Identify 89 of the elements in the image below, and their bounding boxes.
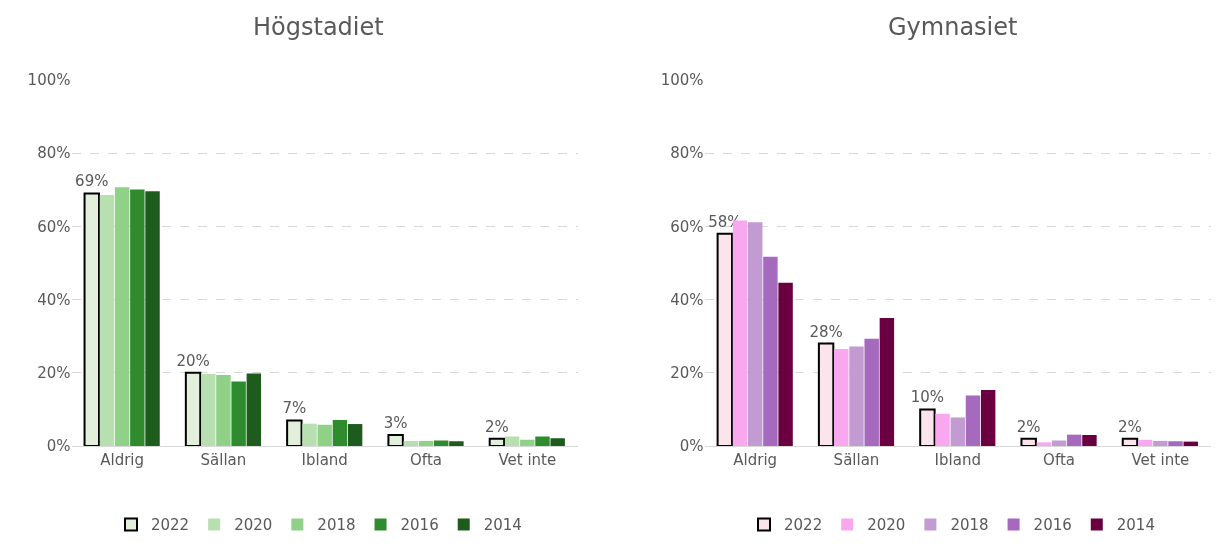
- bar: [919, 408, 936, 446]
- legend-label: 2014: [483, 516, 522, 535]
- bar: [488, 437, 506, 446]
- y-tick-label: 0%: [679, 437, 704, 456]
- data-label: 7%: [282, 399, 307, 418]
- bar: [965, 395, 981, 446]
- data-label: 28%: [809, 322, 843, 341]
- x-tick-label: Ofta: [410, 451, 442, 469]
- bar: [504, 436, 520, 446]
- bar: [332, 420, 348, 446]
- bar: [83, 192, 100, 446]
- y-tick-label: 0%: [46, 437, 71, 456]
- legend-label: 2016: [400, 516, 439, 535]
- x-tick-label: Sällan: [833, 451, 880, 469]
- bar: [535, 436, 550, 446]
- bar: [864, 338, 879, 446]
- data-label: 20%: [176, 351, 210, 370]
- legend-label: 2018: [950, 516, 989, 535]
- y-tick-label: 40%: [37, 290, 71, 309]
- bar: [99, 194, 115, 446]
- y-tick-label: 80%: [37, 144, 71, 163]
- data-label: 10%: [910, 388, 945, 407]
- legend-label: 2022: [784, 516, 823, 535]
- chart-title: Högstadiet: [253, 13, 384, 41]
- bar: [317, 424, 332, 446]
- x-tick-label: Ofta: [1043, 451, 1076, 469]
- bar: [216, 375, 231, 446]
- x-tick-label: Aldrig: [100, 451, 145, 469]
- bar: [387, 434, 404, 446]
- data-label: 2%: [485, 417, 509, 436]
- bar: [302, 423, 317, 446]
- data-label: 69%: [75, 172, 109, 191]
- y-tick-label: 20%: [670, 364, 704, 383]
- bar: [980, 390, 996, 446]
- bar: [1168, 441, 1183, 446]
- bar: [1067, 434, 1082, 446]
- bar: [449, 441, 464, 446]
- bar: [716, 232, 734, 446]
- data-label: 2%: [1118, 417, 1142, 436]
- legend-label: 2014: [1116, 516, 1155, 535]
- y-tick-label: 40%: [670, 290, 704, 309]
- x-tick-label: Ibland: [301, 451, 348, 469]
- x-tick-label: Vet inte: [498, 451, 557, 469]
- bar: [520, 439, 535, 446]
- x-tick-label: Vet inte: [1131, 451, 1190, 469]
- legend-label: 2022: [150, 516, 190, 535]
- bar: [403, 440, 419, 446]
- bar: [418, 440, 434, 446]
- legend-label: 2018: [317, 516, 356, 535]
- x-tick-label: Sällan: [200, 451, 247, 469]
- y-tick-label: 100%: [660, 71, 704, 90]
- bar: [1137, 439, 1153, 446]
- x-tick-label: Ibland: [934, 451, 981, 469]
- bar: [1020, 437, 1037, 446]
- bar: [935, 413, 950, 446]
- bar: [347, 424, 363, 446]
- y-tick-label: 80%: [670, 144, 704, 163]
- data-label: 2%: [1016, 417, 1041, 436]
- bar: [1153, 440, 1168, 446]
- bar: [286, 419, 303, 446]
- y-tick-label: 60%: [37, 217, 71, 236]
- legend-label: 2020: [867, 516, 906, 535]
- bar: [550, 438, 565, 446]
- bar: [231, 381, 246, 446]
- bar: [747, 222, 763, 446]
- y-tick-label: 20%: [37, 364, 71, 383]
- y-tick-label: 100%: [27, 71, 71, 90]
- x-tick-label: Aldrig: [733, 451, 778, 469]
- bar: [201, 373, 216, 446]
- bar: [950, 417, 965, 446]
- bar: [114, 187, 130, 446]
- bar: [1036, 442, 1052, 446]
- bar: [834, 349, 849, 446]
- legend-label: 2016: [1033, 516, 1072, 535]
- data-label: 3%: [383, 414, 408, 433]
- bar: [1082, 435, 1097, 446]
- legend-label: 2020: [234, 516, 273, 535]
- bar: [145, 191, 160, 446]
- bar: [130, 189, 145, 446]
- bar: [184, 371, 202, 446]
- bar: [246, 373, 262, 446]
- chart-title: Gymnasiet: [888, 13, 1018, 41]
- bar: [879, 317, 895, 446]
- bar: [763, 256, 778, 446]
- y-tick-label: 60%: [670, 217, 704, 236]
- bar: [1121, 437, 1139, 446]
- bar: [778, 282, 793, 446]
- bar: [817, 342, 835, 446]
- bar: [849, 346, 864, 446]
